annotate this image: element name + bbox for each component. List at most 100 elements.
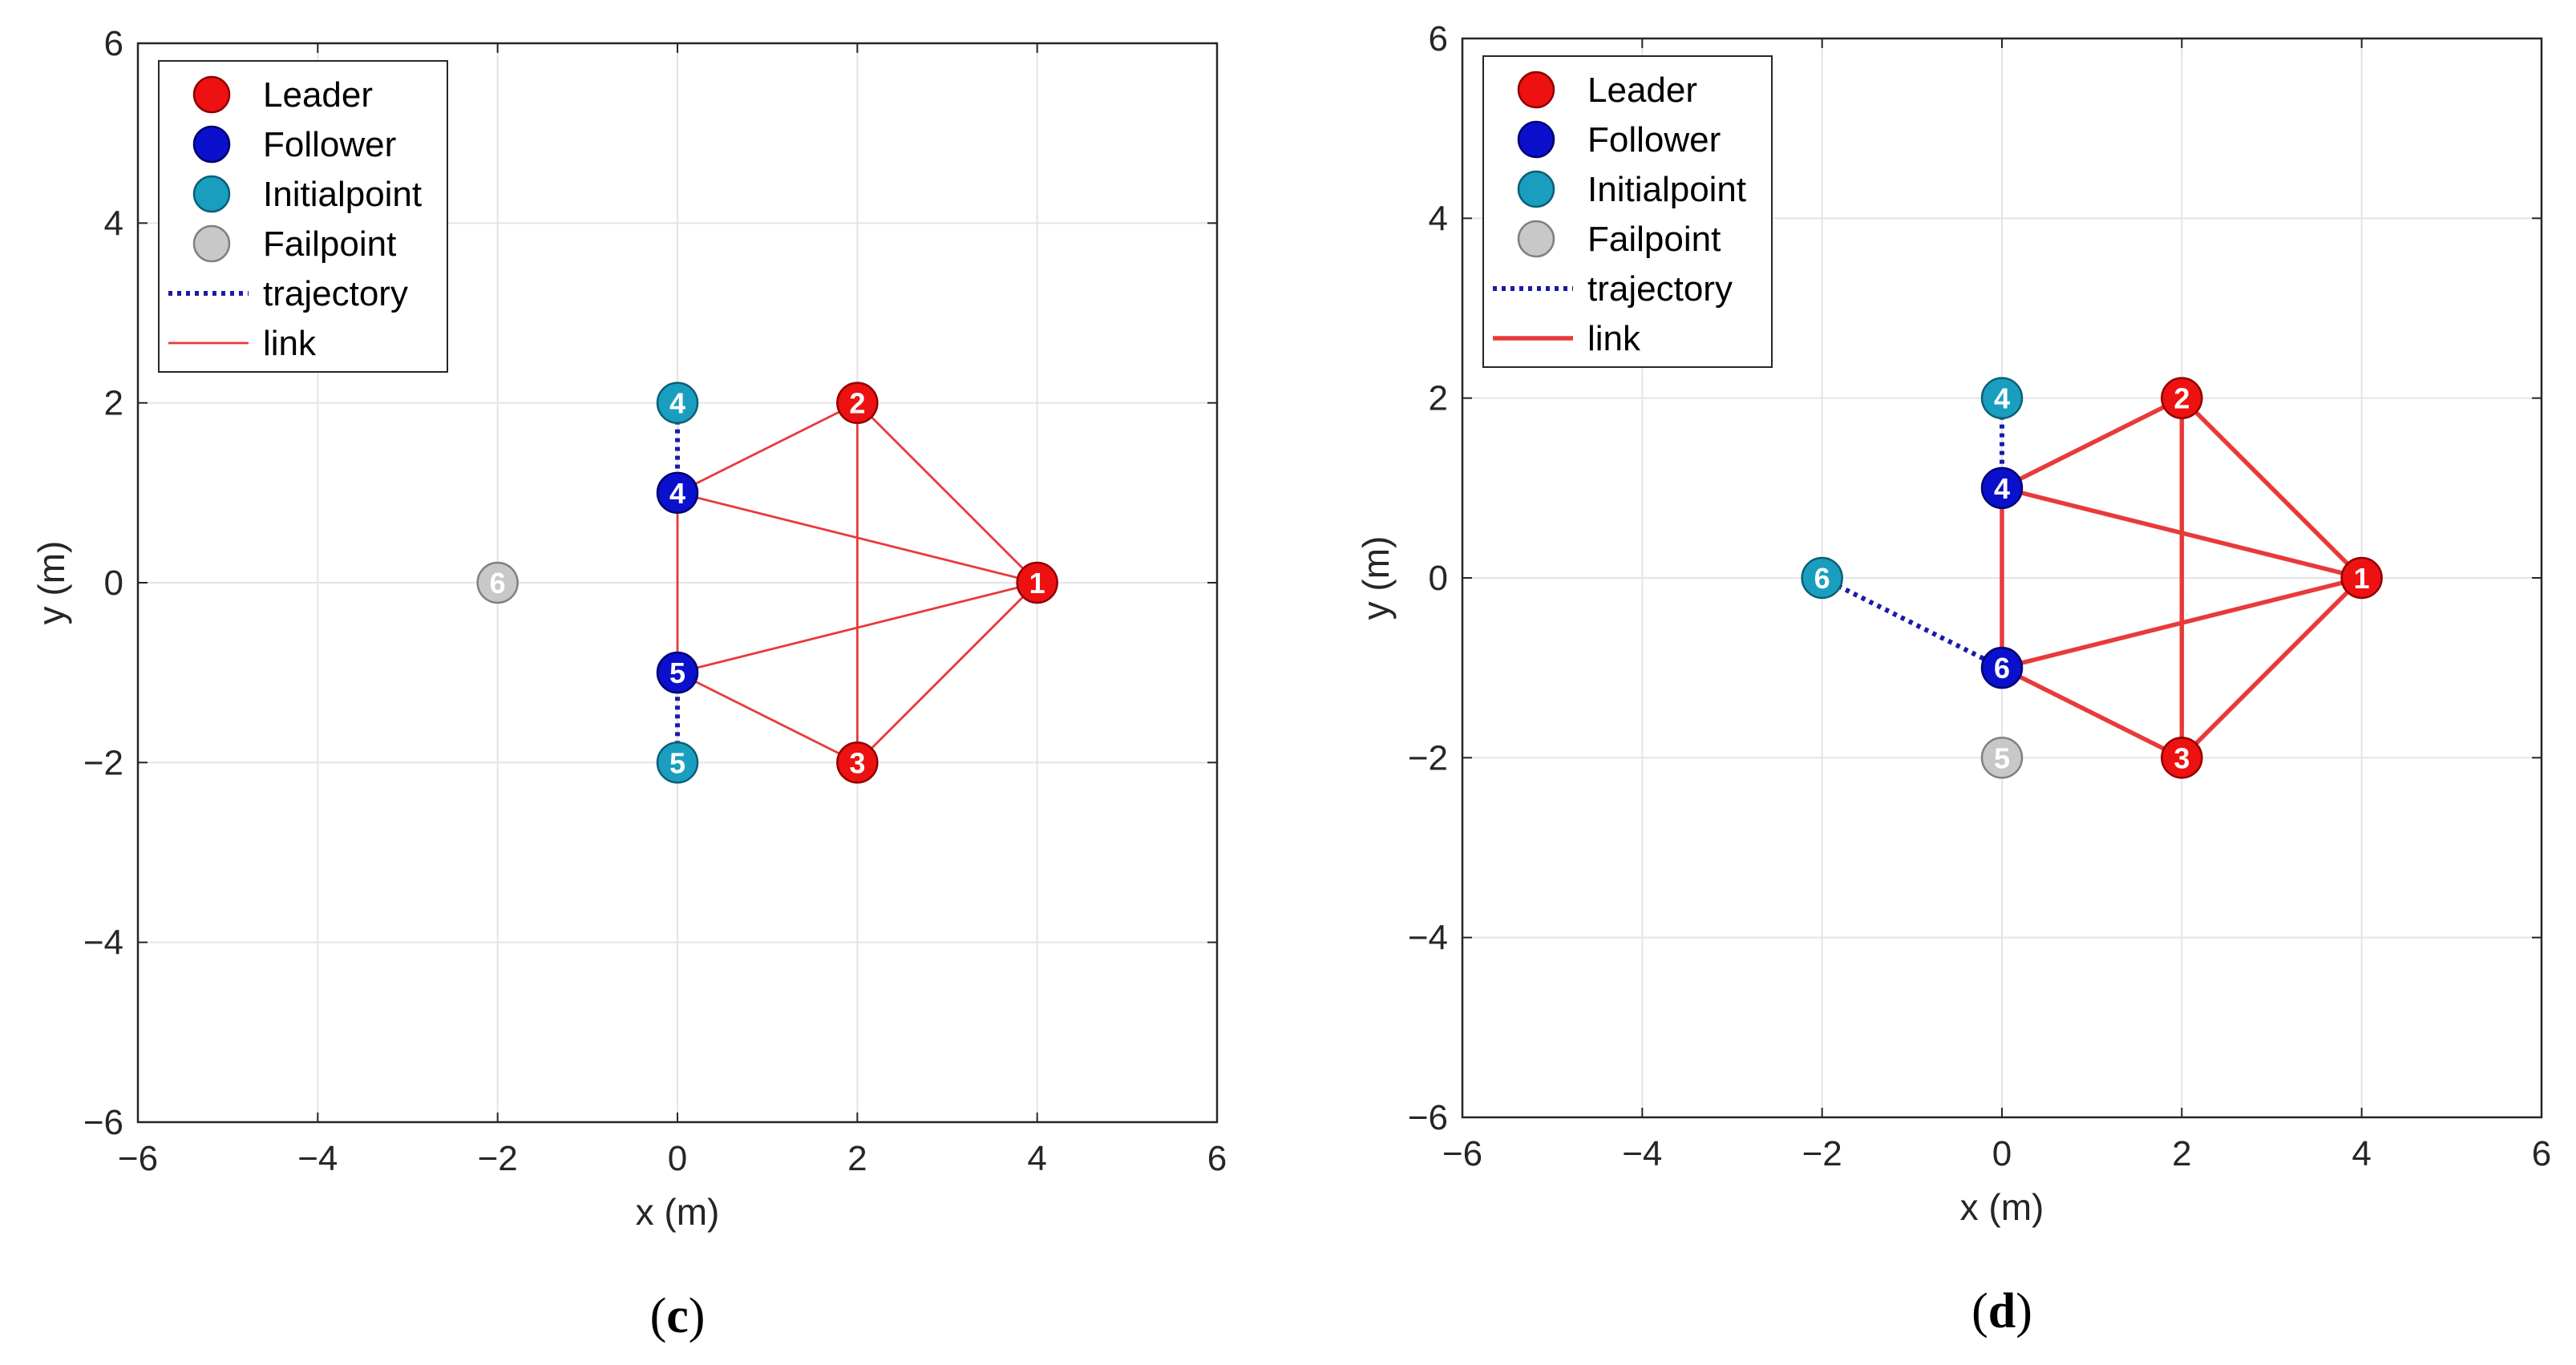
x-tick-label: −2: [478, 1139, 518, 1178]
follower-point: [1980, 646, 2024, 689]
legend: Leader Follower Initialpoint Failpoint traje…: [158, 60, 448, 373]
panel-d: −6 −4 −2 0 2 4 6 −6 −4 −2 0 2 4 6 x (m) y (m) 5 4 6 4 6 2 3 1 Le…: [1355, 19, 2551, 1339]
initial-point-label: 4: [669, 387, 685, 420]
follower-point-label: 4: [1994, 472, 2010, 505]
legend-box: [1482, 55, 1773, 368]
legend: Leader Follower Initialpoint Failpoint traje…: [1482, 55, 1773, 368]
x-tick-label: 2: [2172, 1134, 2191, 1173]
caption-letter: d: [1988, 1284, 2016, 1339]
x-tick-label: −6: [118, 1139, 158, 1178]
y-tick-label: 6: [1429, 19, 1448, 59]
leader-point-label: 2: [849, 387, 865, 420]
legend-label: link: [263, 324, 317, 363]
link-line: [676, 491, 1039, 584]
x-tick-label: −4: [297, 1139, 338, 1178]
x-axis-label: x (m): [636, 1191, 720, 1233]
y-tick-label: 2: [1429, 379, 1448, 418]
leader-point: [2340, 556, 2383, 600]
legend-marker-fail: [192, 224, 231, 263]
fail-point: [476, 561, 519, 604]
initial-point: [656, 741, 699, 784]
x-tick-label: 0: [668, 1139, 687, 1178]
legend-marker-leader: [1517, 71, 1555, 109]
link-line: [2179, 395, 2364, 580]
y-tick-label: 6: [104, 24, 123, 63]
link-line: [855, 581, 1039, 764]
initial-point-label: 4: [1994, 382, 2010, 415]
legend-label: Leader: [263, 75, 373, 115]
legend-marker-leader: [192, 75, 231, 114]
link-line: [676, 671, 859, 764]
leader-point-label: 1: [2354, 562, 2370, 595]
y-tick-label: −2: [83, 743, 123, 782]
legend-label: link: [1587, 319, 1641, 358]
legend-label: trajectory: [263, 274, 408, 313]
leader-point: [1016, 561, 1058, 604]
fail-point: [1980, 737, 2024, 779]
y-tick-label: −2: [1408, 738, 1448, 777]
fail-point-label: 5: [1994, 741, 2010, 774]
follower-point: [656, 471, 699, 515]
y-tick-label: 0: [1429, 559, 1448, 598]
y-tick-label: 4: [104, 204, 123, 243]
caption-open-paren: (: [650, 1289, 667, 1343]
y-tick-label: −6: [83, 1103, 123, 1142]
x-tick-label: −2: [1802, 1134, 1842, 1173]
leader-point-label: 1: [1029, 567, 1045, 600]
legend-label: Initialpoint: [263, 175, 422, 214]
leader-point: [836, 382, 879, 424]
legend-label: Initialpoint: [1587, 170, 1746, 209]
link-line: [2179, 575, 2364, 761]
initial-point-label: 6: [1814, 562, 1830, 595]
leader-point-label: 3: [849, 746, 865, 779]
fail-point-label: 6: [490, 567, 506, 600]
caption-open-paren: (: [1971, 1284, 1988, 1339]
legend-marker-initial: [192, 175, 231, 213]
y-tick-label: 0: [104, 563, 123, 603]
link-line: [855, 402, 1039, 584]
trajectory-line: [1821, 575, 2004, 670]
legend-label: Leader: [1587, 71, 1697, 110]
y-tick-label: −6: [1408, 1098, 1448, 1137]
y-tick-label: −4: [83, 923, 123, 963]
x-tick-label: 6: [2532, 1134, 2551, 1173]
x-tick-label: 6: [1207, 1139, 1227, 1178]
leader-point-label: 3: [2174, 741, 2190, 774]
legend-label: trajectory: [1587, 269, 1733, 309]
panel-caption: (d): [1971, 1284, 2032, 1339]
x-tick-label: 0: [1992, 1134, 2012, 1173]
leader-point: [836, 741, 879, 784]
x-tick-label: −6: [1442, 1134, 1482, 1173]
legend-label: Follower: [1587, 120, 1721, 160]
link-line: [676, 402, 859, 495]
legend-marker-initial: [1517, 170, 1555, 208]
legend-label: Failpoint: [263, 224, 396, 264]
legend-box: [158, 60, 448, 373]
leader-point: [2161, 737, 2203, 779]
y-tick-label: −4: [1408, 919, 1448, 958]
leader-point-label: 2: [2174, 382, 2190, 415]
y-tick-label: 2: [104, 384, 123, 423]
legend-marker-follower: [1517, 120, 1555, 159]
leader-point: [2161, 377, 2203, 419]
panel-c: −6 −4 −2 0 2 4 6 −6 −4 −2 0 2 4 6 x (m) y (m) 6 4 5 4 5 2 3 1 Le…: [30, 24, 1227, 1343]
legend-label: Follower: [263, 125, 396, 164]
x-axis-label: x (m): [1960, 1186, 2044, 1228]
caption-letter: c: [666, 1289, 689, 1343]
link-line: [2000, 395, 2185, 491]
link-line: [2000, 665, 2185, 761]
x-tick-label: 4: [1027, 1139, 1046, 1178]
legend-label: Failpoint: [1587, 220, 1721, 259]
link-line: [676, 581, 1039, 674]
link-line: [2000, 575, 2364, 670]
caption-close-paren: ): [689, 1289, 706, 1343]
panel-caption: (c): [650, 1289, 706, 1343]
y-tick-label: 4: [1429, 199, 1448, 238]
link-line: [2000, 486, 2364, 580]
x-tick-label: 4: [2352, 1134, 2371, 1173]
y-axis-label: y (m): [1355, 536, 1397, 620]
follower-point: [656, 651, 699, 694]
initial-point: [656, 382, 699, 424]
y-axis-label: y (m): [30, 541, 72, 625]
